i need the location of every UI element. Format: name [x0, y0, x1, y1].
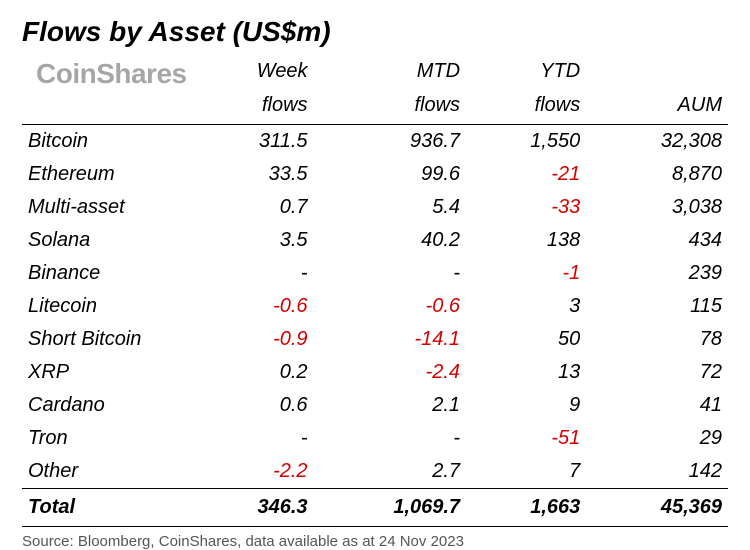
cell-ytd: -21 [466, 158, 586, 191]
table-row: Cardano0.62.1941 [22, 389, 728, 422]
col-mtd-2: flows [314, 88, 466, 125]
cell-aum: 72 [586, 356, 728, 389]
cell-mtd: 5.4 [314, 191, 466, 224]
col-ytd-1: YTD [466, 54, 586, 88]
col-ytd-2: flows [466, 88, 586, 125]
cell-week: -0.9 [192, 323, 314, 356]
cell-week: 3.5 [192, 224, 314, 257]
col-aum: AUM [586, 88, 728, 125]
cell-ytd: -51 [466, 422, 586, 455]
cell-asset: Binance [22, 257, 192, 290]
cell-mtd: 40.2 [314, 224, 466, 257]
cell-mtd: -0.6 [314, 290, 466, 323]
table-row: XRP0.2-2.41372 [22, 356, 728, 389]
cell-ytd: -1 [466, 257, 586, 290]
table-row: Bitcoin311.5936.71,55032,308 [22, 125, 728, 159]
cell-mtd: -14.1 [314, 323, 466, 356]
cell-week: 311.5 [192, 125, 314, 159]
cell-week: 0.6 [192, 389, 314, 422]
cell-week: -2.2 [192, 455, 314, 489]
cell-ytd: 1,550 [466, 125, 586, 159]
cell-aum: 32,308 [586, 125, 728, 159]
cell-mtd: 2.1 [314, 389, 466, 422]
cell-aum: 8,870 [586, 158, 728, 191]
cell-aum: 78 [586, 323, 728, 356]
col-mtd-1: MTD [314, 54, 466, 88]
cell-asset: Cardano [22, 389, 192, 422]
cell-ytd: -33 [466, 191, 586, 224]
cell-mtd: 936.7 [314, 125, 466, 159]
cell-aum: 434 [586, 224, 728, 257]
cell-week: 33.5 [192, 158, 314, 191]
table-row-total: Total346.31,069.71,66345,369 [22, 489, 728, 527]
cell-mtd: - [314, 422, 466, 455]
table-row: Other-2.22.77142 [22, 455, 728, 489]
cell-aum: 142 [586, 455, 728, 489]
table-row: Solana3.540.2138434 [22, 224, 728, 257]
cell-asset: Other [22, 455, 192, 489]
table-row: Multi-asset0.75.4-333,038 [22, 191, 728, 224]
col-aum-blank [586, 54, 728, 88]
cell-total-mtd: 1,069.7 [314, 489, 466, 527]
cell-mtd: 2.7 [314, 455, 466, 489]
cell-aum: 3,038 [586, 191, 728, 224]
col-week-1: Week [192, 54, 314, 88]
cell-aum: 115 [586, 290, 728, 323]
cell-week: 0.2 [192, 356, 314, 389]
cell-ytd: 9 [466, 389, 586, 422]
cell-asset: Multi-asset [22, 191, 192, 224]
cell-asset: Ethereum [22, 158, 192, 191]
cell-asset: Tron [22, 422, 192, 455]
cell-week: 0.7 [192, 191, 314, 224]
cell-total-ytd: 1,663 [466, 489, 586, 527]
table-row: Ethereum33.599.6-218,870 [22, 158, 728, 191]
col-asset [22, 54, 192, 88]
table-row: Binance---1239 [22, 257, 728, 290]
cell-total-aum: 45,369 [586, 489, 728, 527]
cell-asset: Solana [22, 224, 192, 257]
cell-ytd: 7 [466, 455, 586, 489]
page-title: Flows by Asset (US$m) [22, 16, 728, 48]
cell-mtd: -2.4 [314, 356, 466, 389]
cell-week: - [192, 257, 314, 290]
cell-aum: 29 [586, 422, 728, 455]
cell-asset: Short Bitcoin [22, 323, 192, 356]
cell-total-week: 346.3 [192, 489, 314, 527]
cell-ytd: 3 [466, 290, 586, 323]
table-body: Bitcoin311.5936.71,55032,308Ethereum33.5… [22, 125, 728, 527]
cell-ytd: 13 [466, 356, 586, 389]
table-row: Tron---5129 [22, 422, 728, 455]
table-header: Week MTD YTD flows flows flows AUM [22, 54, 728, 125]
flows-table: Week MTD YTD flows flows flows AUM Bitco… [22, 54, 728, 527]
cell-asset: XRP [22, 356, 192, 389]
cell-week: - [192, 422, 314, 455]
cell-mtd: 99.6 [314, 158, 466, 191]
table-row: Litecoin-0.6-0.63115 [22, 290, 728, 323]
cell-aum: 41 [586, 389, 728, 422]
cell-ytd: 50 [466, 323, 586, 356]
table-row: Short Bitcoin-0.9-14.15078 [22, 323, 728, 356]
col-week-2: flows [192, 88, 314, 125]
cell-mtd: - [314, 257, 466, 290]
cell-total-asset: Total [22, 489, 192, 527]
cell-asset: Litecoin [22, 290, 192, 323]
cell-ytd: 138 [466, 224, 586, 257]
cell-aum: 239 [586, 257, 728, 290]
col-asset-2 [22, 88, 192, 125]
cell-week: -0.6 [192, 290, 314, 323]
cell-asset: Bitcoin [22, 125, 192, 159]
